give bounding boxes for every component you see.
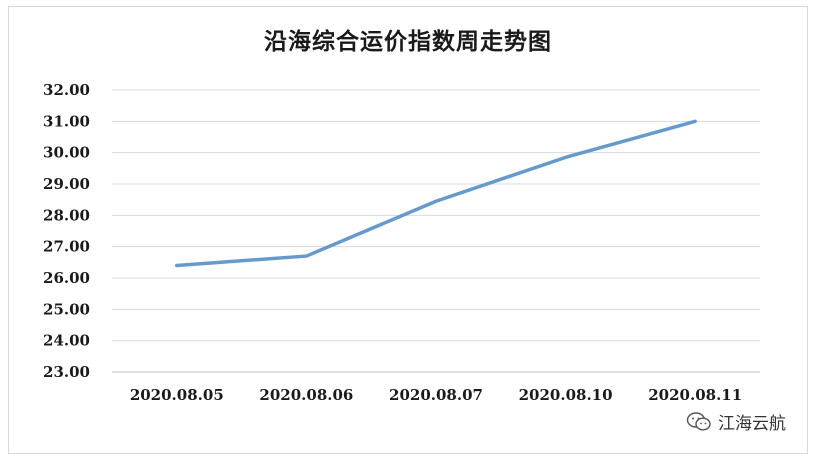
x-tick-label: 2020.08.05: [130, 386, 224, 404]
y-tick-label: 29.00: [43, 175, 90, 193]
x-axis-ticks: 2020.08.05 2020.08.06 2020.08.07 2020.08.10…: [130, 386, 742, 404]
wechat-icon: [686, 411, 711, 431]
x-tick-label: 2020.08.10: [519, 386, 613, 404]
data-point: [176, 264, 178, 266]
y-tick-label: 26.00: [43, 269, 90, 287]
y-tick-label: 32.00: [43, 81, 90, 99]
data-point: [435, 200, 437, 202]
watermark-text: 江海云航: [718, 414, 786, 434]
watermark: 江海云航: [686, 409, 786, 434]
x-tick-label: 2020.08.11: [648, 386, 742, 404]
y-tick-label: 23.00: [43, 363, 90, 381]
series-line: [175, 119, 697, 268]
data-point: [565, 156, 567, 158]
y-tick-label: 28.00: [43, 206, 90, 224]
series-layer: [175, 119, 697, 268]
data-point: [694, 120, 696, 122]
chart-title: 沿海综合运价指数周走势图: [264, 29, 552, 55]
y-tick-label: 25.00: [43, 300, 90, 318]
gridlines: [112, 89, 760, 373]
chart-frame: [8, 6, 808, 454]
y-axis-ticks: 23.00 24.00 25.00 26.00 27.00 28.00 29.00 30.00…: [43, 81, 90, 381]
y-tick-label: 30.00: [43, 144, 90, 162]
data-point: [305, 255, 307, 257]
x-tick-label: 2020.08.07: [389, 386, 483, 404]
x-tick-label: 2020.08.06: [259, 386, 353, 404]
y-tick-label: 31.00: [43, 112, 90, 130]
y-tick-label: 27.00: [43, 238, 90, 256]
y-tick-label: 24.00: [43, 332, 90, 350]
